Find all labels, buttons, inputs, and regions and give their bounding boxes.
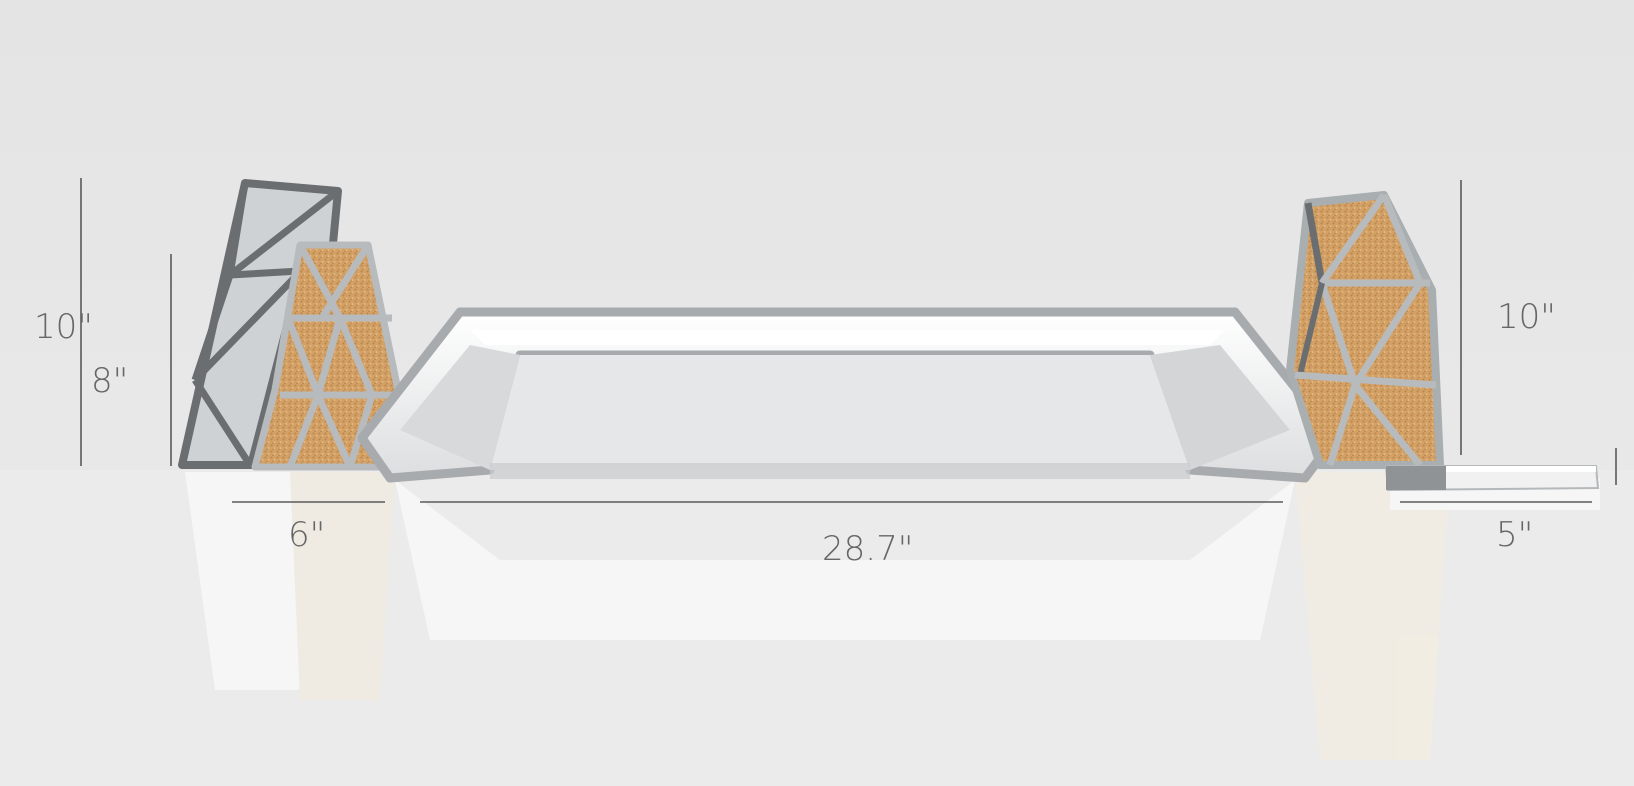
dimension-lines [80,178,1617,503]
small-tray [1384,465,1600,492]
left-cork-organizer [251,241,402,471]
tray-width-label: 5" [1496,515,1533,555]
left-inner-height-label: 8" [91,361,128,401]
right-cork-organizer [1286,191,1444,469]
right-height-label: 10" [1497,297,1556,337]
left-width-label: 6" [288,515,325,555]
center-length-label: 28.7" [822,529,913,569]
left-outer-height-label: 10" [34,307,93,347]
monitor-stand [357,307,1340,483]
